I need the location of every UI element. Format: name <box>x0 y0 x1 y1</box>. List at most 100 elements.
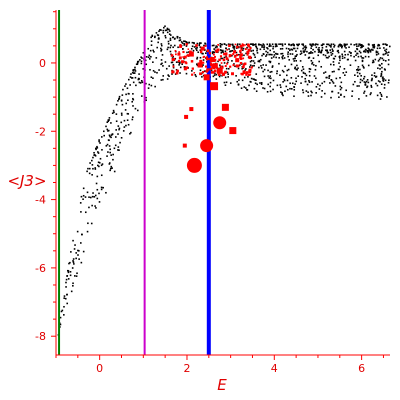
data-point <box>382 80 385 82</box>
data-point <box>150 84 153 87</box>
data-point <box>80 261 83 264</box>
data-point <box>96 175 99 178</box>
data-point <box>330 46 332 48</box>
data-point <box>194 74 197 76</box>
data-point <box>320 44 323 47</box>
highlight-point <box>239 56 242 59</box>
data-point <box>281 92 283 94</box>
data-point <box>311 45 313 47</box>
data-point <box>108 162 111 164</box>
data-point <box>226 61 229 64</box>
data-point <box>202 59 205 61</box>
data-point <box>151 35 154 37</box>
highlight-point <box>233 55 237 58</box>
data-point <box>357 68 359 70</box>
data-point <box>346 43 348 46</box>
data-point <box>94 194 97 197</box>
highlight-point <box>218 58 221 62</box>
data-point <box>308 81 311 83</box>
data-point <box>160 43 163 45</box>
highlight-point <box>174 53 177 56</box>
highlight-point <box>216 48 220 52</box>
data-point <box>233 46 236 48</box>
data-point <box>140 60 143 63</box>
data-point <box>344 53 347 56</box>
data-point <box>311 63 313 65</box>
data-point <box>120 114 123 116</box>
data-point <box>311 91 313 94</box>
data-point <box>260 82 263 84</box>
data-point <box>72 260 74 262</box>
highlight-point <box>171 70 175 74</box>
data-point <box>331 70 334 73</box>
data-point <box>368 49 371 51</box>
data-point <box>308 79 310 82</box>
data-point <box>328 44 331 47</box>
data-point <box>107 130 109 132</box>
data-point <box>296 53 298 56</box>
data-point <box>224 50 227 53</box>
data-point <box>255 46 258 49</box>
data-point <box>379 92 382 94</box>
data-point <box>180 41 183 43</box>
data-point <box>237 83 240 86</box>
data-point <box>111 167 113 169</box>
data-point <box>370 48 373 51</box>
highlight-point <box>210 67 213 70</box>
highlight-point <box>224 65 227 67</box>
data-point <box>273 54 276 56</box>
data-point <box>304 72 307 75</box>
data-point <box>294 57 296 60</box>
data-point <box>219 49 222 51</box>
data-point <box>249 66 251 68</box>
data-point <box>213 48 215 50</box>
data-point <box>296 43 298 46</box>
data-point <box>197 51 200 54</box>
data-point <box>341 53 343 56</box>
data-point <box>100 164 103 167</box>
data-point <box>267 69 269 72</box>
data-point <box>285 85 288 88</box>
data-point <box>357 69 360 72</box>
data-point <box>150 44 153 46</box>
highlight-point <box>221 72 225 76</box>
data-point <box>96 145 98 148</box>
data-point <box>262 53 265 55</box>
data-point <box>383 78 385 80</box>
data-point <box>373 45 376 48</box>
data-point <box>301 75 303 78</box>
data-point <box>337 45 340 48</box>
data-point <box>80 242 82 244</box>
data-point <box>164 61 167 63</box>
data-point <box>185 41 188 44</box>
data-point <box>286 69 289 72</box>
data-point <box>333 44 336 47</box>
data-point <box>168 28 170 31</box>
data-point <box>289 82 291 85</box>
vertical-lines-layer <box>58 10 211 355</box>
data-point <box>213 51 216 54</box>
data-point <box>316 43 319 46</box>
data-point <box>96 188 99 191</box>
data-point <box>225 47 227 50</box>
data-point <box>252 52 255 55</box>
data-point <box>72 282 74 285</box>
data-point <box>281 93 283 95</box>
data-point <box>290 63 293 66</box>
data-point <box>371 74 373 76</box>
data-point <box>212 51 215 53</box>
data-point <box>268 45 271 48</box>
data-point <box>164 29 167 32</box>
data-point <box>195 49 198 52</box>
data-point <box>379 64 381 67</box>
data-point <box>344 74 346 76</box>
y-axis-title: <J3> <box>7 172 46 190</box>
data-point <box>196 63 198 65</box>
data-point <box>332 61 335 63</box>
data-point <box>360 46 362 49</box>
data-point <box>87 222 89 225</box>
highlight-point <box>229 65 232 68</box>
data-point <box>326 43 328 46</box>
highlight-point <box>177 59 181 63</box>
data-point <box>211 44 214 47</box>
